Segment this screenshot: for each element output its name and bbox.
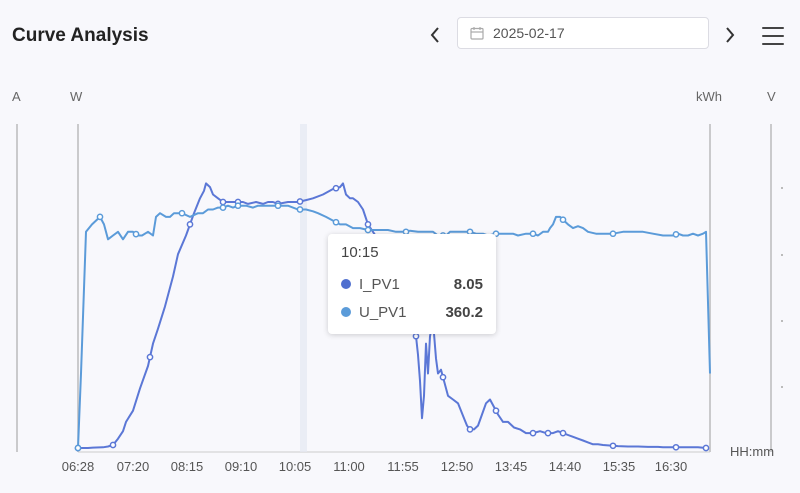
- data-point: [132, 230, 140, 238]
- i-pv1-dot-icon: [341, 279, 351, 289]
- date-value: 2025-02-17: [493, 25, 565, 41]
- chevron-right-icon: [726, 27, 735, 43]
- data-point: [219, 198, 227, 206]
- x-tick-label: 07:20: [116, 459, 150, 474]
- x-tick-label: 15:35: [602, 459, 636, 474]
- x-tick-label: 13:45: [494, 459, 528, 474]
- calendar-icon: [470, 27, 484, 40]
- x-tick-label: 08:15: [170, 459, 204, 474]
- x-tick-label: 12:50: [440, 459, 474, 474]
- menu-button[interactable]: [762, 27, 784, 49]
- tooltip-time: 10:15: [341, 244, 379, 261]
- u-pv1-dot-icon: [341, 307, 351, 317]
- data-point: [296, 198, 304, 205]
- data-point: [109, 441, 117, 449]
- x-tick-label: 11:00: [333, 459, 365, 474]
- data-point: [274, 202, 282, 210]
- data-point: [219, 204, 227, 211]
- axis-tick-mark: [781, 187, 783, 189]
- data-point: [609, 230, 617, 238]
- right-axis-unit-v: V: [767, 89, 776, 104]
- date-picker[interactable]: 2025-02-17: [457, 17, 709, 49]
- data-point: [609, 442, 617, 450]
- x-tick-label: 11:55: [387, 459, 419, 474]
- data-point: [529, 230, 537, 238]
- x-tick-label: 14:40: [548, 459, 582, 474]
- left-axis-unit-a: A: [12, 89, 21, 104]
- x-axis-unit: HH:mm: [730, 444, 775, 459]
- x-tick-label: 06:28: [61, 459, 95, 474]
- x-tick-label: 16:30: [654, 459, 688, 474]
- data-point: [96, 213, 104, 221]
- data-point: [186, 221, 194, 228]
- next-date-button[interactable]: [719, 23, 741, 47]
- data-point: [466, 426, 474, 433]
- data-point: [412, 332, 420, 340]
- data-point: [439, 373, 447, 381]
- tooltip-series-name: U_PV1: [359, 303, 407, 321]
- data-point: [146, 353, 154, 361]
- right-axis-unit-kwh: kWh: [696, 89, 722, 104]
- data-point: [672, 443, 680, 451]
- data-point: [559, 429, 567, 437]
- tooltip-row-u-pv1: U_PV1 360.2: [341, 298, 483, 326]
- chart-tooltip: 10:15 I_PV1 8.05 U_PV1 360.2: [328, 234, 496, 334]
- axis-tick-mark: [781, 320, 783, 322]
- data-point: [559, 216, 567, 224]
- hover-indicator: [300, 124, 307, 452]
- data-point: [296, 206, 304, 213]
- data-point: [74, 444, 82, 452]
- data-point: [544, 429, 552, 437]
- data-point: [492, 407, 500, 415]
- left-axis-unit-w: W: [70, 89, 83, 104]
- data-point: [364, 226, 372, 234]
- chevron-left-icon: [430, 27, 439, 43]
- tooltip-row-i-pv1: I_PV1 8.05: [341, 270, 483, 298]
- page-title: Curve Analysis: [12, 25, 149, 46]
- data-point: [178, 209, 186, 217]
- tooltip-series-value: 8.05: [453, 275, 483, 293]
- data-point: [332, 218, 340, 226]
- tooltip-series-name: I_PV1: [359, 275, 400, 293]
- data-point: [364, 221, 372, 228]
- x-tick-label: 09:10: [224, 459, 258, 474]
- data-point: [332, 184, 340, 192]
- prev-date-button[interactable]: [424, 23, 446, 47]
- axis-tick-mark: [781, 254, 783, 256]
- menu-icon: [762, 27, 784, 45]
- data-point: [672, 231, 680, 238]
- data-point: [702, 444, 710, 452]
- axis-tick-mark: [781, 386, 783, 388]
- tooltip-series-value: 360.2: [445, 303, 483, 321]
- data-point: [234, 202, 242, 210]
- x-tick-label: 10:05: [278, 459, 312, 474]
- data-point: [529, 429, 537, 437]
